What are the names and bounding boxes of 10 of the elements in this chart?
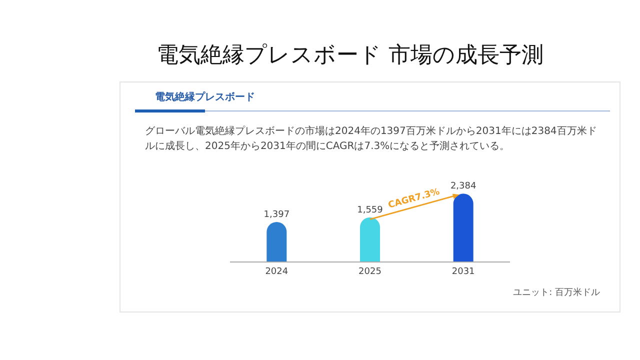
data-label: 1,397	[264, 210, 290, 220]
data-label: 2,384	[450, 182, 476, 192]
text: ユニット: 百万米ドル	[513, 287, 600, 298]
chart-title: 電気絶縁プレスボード 市場の成長予測	[156, 43, 544, 68]
chart-subtitle: 電気絶縁プレスボード	[155, 91, 255, 103]
x-tick-label: 2025	[358, 267, 382, 277]
x-tick-label: 2031	[452, 267, 475, 277]
data-label: 1,559	[357, 205, 384, 216]
text: グローバル電気絶縁プレスボードの市場は2024年の1397百万米ドルから2031年には2384百万米ドルに成長し、2025年から2031年の間にCAGRは7.3%になると予測されている。	[145, 124, 598, 154]
x-tick-label: 2024	[265, 267, 288, 277]
